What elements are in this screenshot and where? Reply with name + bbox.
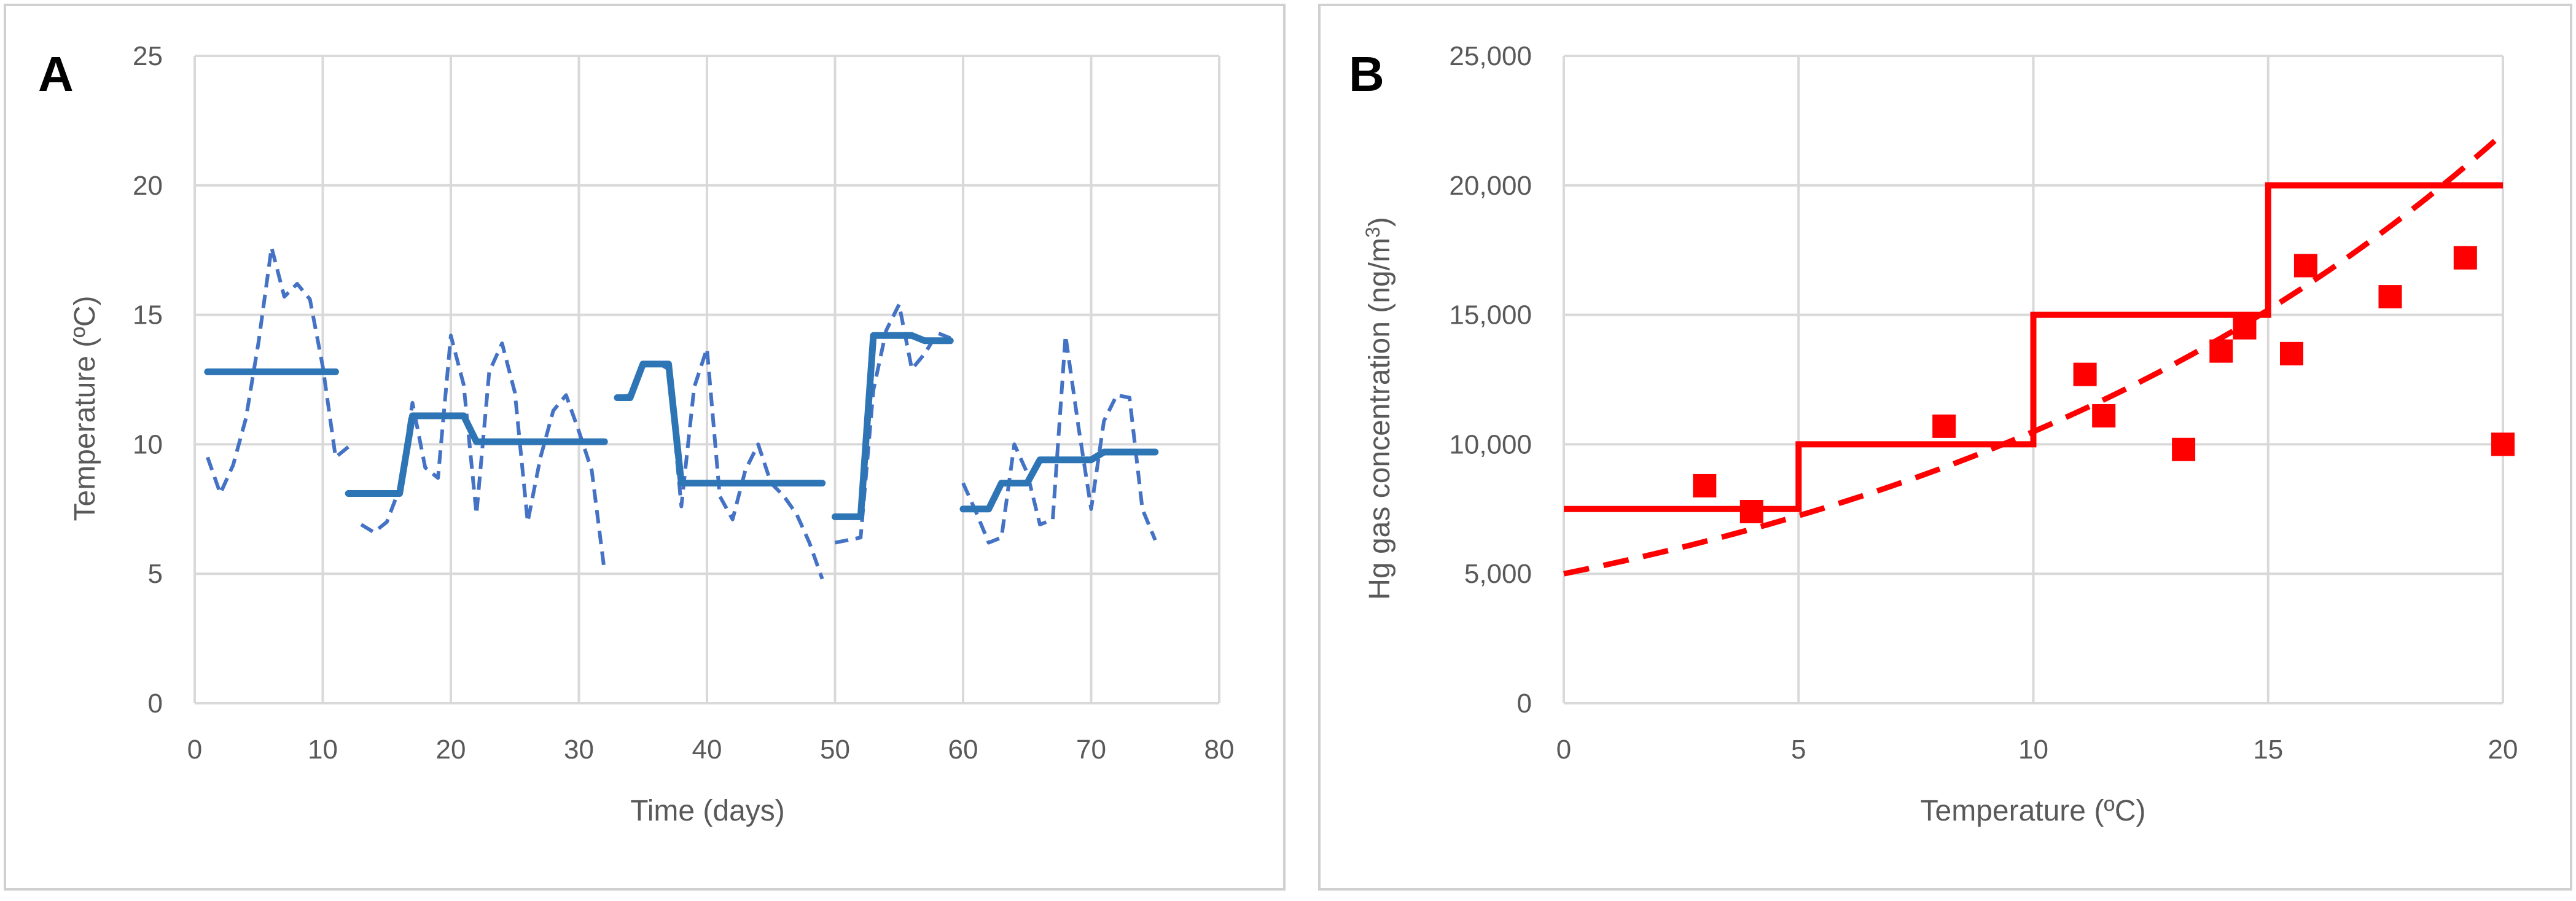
panel-a-frame	[4, 4, 1286, 891]
panel-b-y-tick-label: 5,000	[1464, 559, 1532, 589]
panel-a-y-tick-label: 20	[133, 171, 163, 201]
panel-b-data-point	[2293, 254, 2317, 278]
panel-b-x-axis-title: Temperature (ºC)	[1921, 795, 2146, 827]
panel-a-x-tick-label: 10	[308, 735, 338, 765]
panel-a-step-temperature-line	[832, 332, 954, 520]
panel-b-step-line	[1564, 182, 2503, 512]
panel-a-measured-temperature-line	[961, 333, 1157, 545]
panel-b-x-tick-label: 10	[2018, 735, 2048, 765]
panel-b-y-axis-title: Hg gas concentration (ng/m3)	[1362, 217, 1396, 599]
panel-a-measured-temperature-line	[206, 246, 350, 496]
panel-b-data-point	[1932, 414, 1956, 438]
panel-b-data-point	[1693, 474, 1717, 497]
panel-b-data-point	[2378, 285, 2402, 309]
panel-a-x-tick-label: 60	[948, 735, 978, 765]
panel-b-y-tick-label: 20,000	[1449, 171, 1532, 201]
panel-a-x-tick-label: 80	[1204, 735, 1235, 765]
panel-b-x-tick-label: 0	[1556, 735, 1571, 765]
panel-b-y-tick-label: 10,000	[1449, 429, 1532, 459]
panel-b-data-point	[2073, 362, 2097, 386]
panel-a-measured-temperature-line	[617, 346, 824, 580]
panel-a-step-temperature-line	[614, 361, 826, 487]
panel-a-y-tick-label: 10	[133, 429, 163, 459]
panel-a-x-tick-label: 70	[1076, 735, 1106, 765]
panel-b-data-point	[1739, 500, 1763, 523]
panel-b-x-tick-label: 5	[1791, 735, 1806, 765]
panel-a-x-tick-label: 30	[564, 735, 594, 765]
panel-b-trend-line	[1563, 131, 2505, 577]
panel-b-data-point	[2233, 316, 2257, 340]
panel-a-x-tick-label: 0	[187, 735, 202, 765]
panel-b-data-point	[2172, 437, 2196, 461]
panel-b-x-tick-label: 15	[2253, 735, 2283, 765]
panel-a-x-tick-label: 40	[692, 735, 722, 765]
panel-b-series	[1563, 131, 2515, 577]
panel-a-y-tick-label: 15	[133, 300, 163, 330]
panel-b-y-axis-title-main: Hg gas concentration (ng/m	[1364, 238, 1396, 600]
panel-a-y-tick-label: 25	[133, 41, 163, 71]
panel-b-y-axis-title-superscript: 3	[1362, 227, 1384, 238]
panel-b-data-point	[2491, 432, 2515, 456]
panel-a-label: A	[38, 47, 74, 101]
panel-a: 0 10 20 30 40 50 60 70 80 0 5 10 15 20 25 A Time (days…	[4, 4, 1286, 891]
panel-a-step-temperature-line	[959, 448, 1159, 513]
panel-b-tick-labels: 0 5 10 15 20 0 5,000 10,000 15,000 20,000 25,000	[1449, 41, 2518, 765]
panel-b-x-tick-label: 20	[2488, 735, 2518, 765]
panel-b-gridlines	[1563, 55, 2504, 704]
panel-b-y-tick-label: 0	[1517, 688, 1532, 719]
panel-a-x-tick-label: 20	[436, 735, 466, 765]
panel-a-step-temperature-line	[345, 412, 608, 497]
panel-a-series	[204, 246, 1159, 580]
panel-b-data-point	[2209, 339, 2233, 363]
panel-b-y-axis-title-end: )	[1364, 217, 1396, 227]
panel-b-data-point	[2092, 404, 2116, 427]
panel-b: 0 5 10 15 20 0 5,000 10,000 15,000 20,000 25,000 B…	[1318, 4, 2572, 891]
panel-a-y-tick-label: 5	[148, 559, 163, 589]
panel-a-gridlines	[193, 55, 1220, 704]
panel-a-y-axis-title: Temperature (ºC)	[69, 296, 101, 521]
panel-a-y-tick-label: 0	[148, 688, 163, 719]
panel-b-y-tick-label: 25,000	[1449, 41, 1532, 71]
panel-a-x-axis-title: Time (days)	[630, 795, 785, 827]
panel-b-data-point	[2280, 341, 2303, 365]
panel-b-label: B	[1349, 47, 1384, 101]
panel-b-y-tick-label: 15,000	[1449, 300, 1532, 330]
panel-b-data-point	[2453, 246, 2477, 270]
panel-a-tick-labels: 0 10 20 30 40 50 60 70 80 0 5 10 15 20 25	[133, 41, 1234, 765]
panel-a-x-tick-label: 50	[820, 735, 850, 765]
